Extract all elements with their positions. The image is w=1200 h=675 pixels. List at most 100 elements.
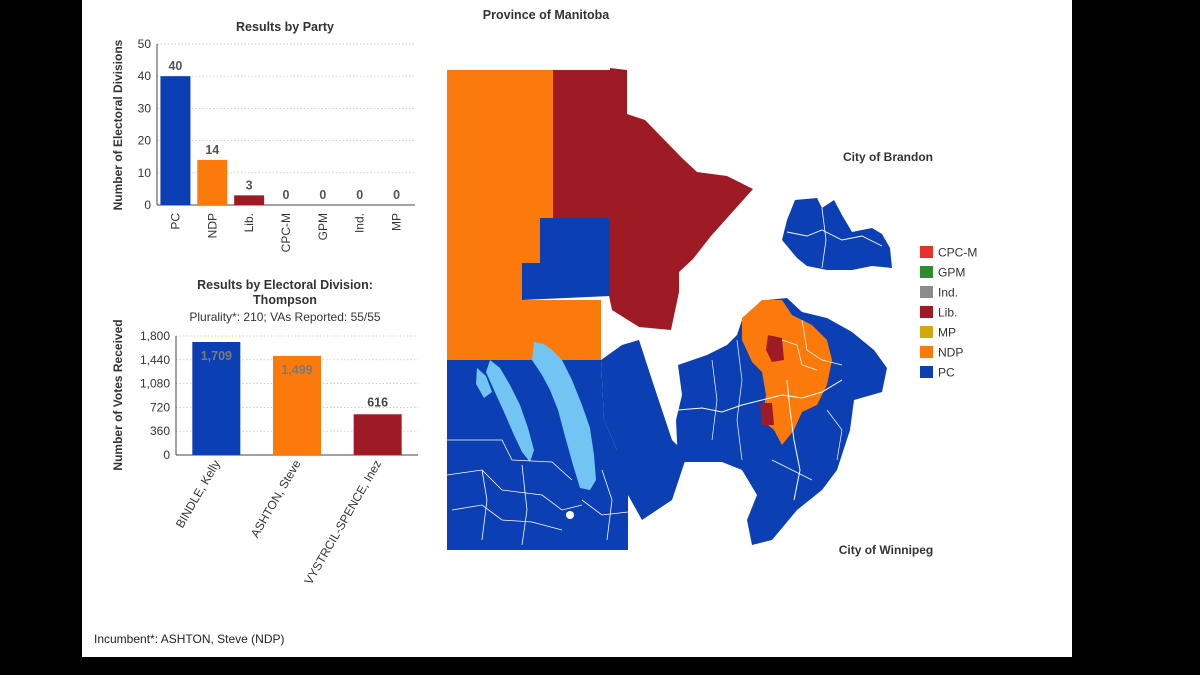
party-chart-data-label: 0 (356, 188, 363, 202)
lake-winnipeg (532, 342, 596, 490)
party-chart-yticks: 0 10 20 30 40 50 (138, 37, 152, 212)
division-chart-xtick-label: VYSTRCIL-SPENCE, Inez (301, 458, 384, 587)
division-chart-ytick-label: 360 (150, 424, 170, 438)
region-south (447, 360, 628, 550)
legend-label: NDP (938, 346, 963, 360)
results-figure: Results by Party Number of Electoral Div… (111, 8, 977, 587)
party-chart-xtick-label: GPM (316, 213, 330, 240)
party-chart-bars (160, 76, 265, 205)
division-chart-ytick-label: 720 (150, 400, 170, 414)
party-chart-ytick-label: 10 (138, 166, 152, 180)
party-chart-xtick-label: MP (390, 213, 404, 231)
division-chart-title: Results by Electoral Division: (197, 278, 373, 292)
winnipeg-river (786, 379, 801, 501)
brandon-boundary (821, 207, 827, 269)
legend-label: Ind. (938, 286, 958, 300)
party-chart-ytick-label: 30 (138, 101, 152, 115)
legend-label: Lib. (938, 306, 957, 320)
division-chart-bars (192, 342, 402, 455)
region-central-west (447, 300, 601, 360)
party-chart-ytick-label: 40 (138, 69, 152, 83)
map-title: Province of Manitoba (483, 8, 610, 22)
winnipeg-marker (566, 511, 574, 519)
party-chart-xtick-label: CPC-M (279, 213, 293, 252)
winnipeg-boundary (736, 339, 743, 461)
lake-winnipegosis (476, 368, 492, 398)
division-chart-data-labels: 1,709 1,499 616 (201, 349, 388, 409)
legend-swatch (920, 366, 933, 378)
winnipeg-boundary (781, 339, 818, 371)
division-chart-subtitle: Plurality*: 210; VAs Reported: 55/55 (189, 310, 381, 324)
party-chart-ylabel: Number of Electoral Divisions (111, 39, 125, 210)
party-chart-title: Results by Party (236, 20, 334, 34)
manitoba-map: Province of Manitoba (446, 8, 977, 557)
division-boundary (446, 469, 583, 511)
division-chart-xtick-label: ASHTON, Steve (248, 457, 304, 540)
party-chart-ytick-label: 0 (144, 198, 151, 212)
division-chart-ytick-label: 0 (163, 448, 170, 462)
party-chart-grid (156, 43, 415, 206)
legend-swatch (920, 346, 933, 358)
division-results-chart: Results by Electoral Division: Thompson … (111, 278, 418, 587)
winnipeg-boundary (801, 319, 843, 366)
division-boundary (451, 504, 563, 531)
division-chart-name: Thompson (253, 293, 317, 307)
party-chart-data-label: 0 (283, 188, 290, 202)
region-north-east (551, 68, 753, 330)
division-boundary (481, 469, 488, 541)
party-chart-xtick-label: Ind. (353, 213, 367, 233)
winnipeg-map (676, 298, 887, 545)
party-chart-bar-0 (160, 76, 191, 205)
division-chart-bar-1 (273, 355, 321, 455)
incumbent-footnote: Incumbent*: ASHTON, Steve (NDP) (94, 632, 285, 646)
party-chart-data-labels: 40 14 3 0 0 0 0 (168, 59, 400, 202)
party-chart-bar-1 (197, 159, 228, 205)
map-legend: CPC-M GPM Ind. Lib. MP NDP PC (920, 246, 977, 380)
party-chart-xtick-label: Lib. (242, 213, 256, 232)
legend-swatch (920, 266, 933, 278)
legend-swatch (920, 326, 933, 338)
party-results-chart: Results by Party Number of Electoral Div… (111, 20, 415, 252)
legend-swatch (920, 286, 933, 298)
legend-swatch (920, 246, 933, 258)
division-chart-yticks: 0 360 720 1,080 1,440 1,800 (140, 329, 170, 462)
division-chart-ytick-label: 1,440 (140, 353, 170, 367)
party-chart-data-label: 3 (246, 178, 253, 192)
winnipeg-label: City of Winnipeg (839, 543, 934, 557)
division-chart-data-label: 1,709 (201, 349, 232, 363)
party-chart-ytick-label: 20 (138, 134, 152, 148)
division-boundary (447, 439, 573, 481)
legend-label: MP (938, 326, 956, 340)
party-chart-ytick-label: 50 (138, 37, 152, 51)
winnipeg-lib-north (766, 335, 784, 362)
region-central-pc (522, 218, 610, 300)
division-chart-bar-0 (192, 342, 241, 455)
division-boundary (521, 464, 528, 546)
party-chart-data-label: 14 (205, 143, 219, 157)
division-chart-data-label: 616 (367, 395, 388, 409)
brandon-map (782, 198, 892, 270)
division-chart-ytick-label: 1,800 (140, 329, 170, 343)
legend-swatch (920, 306, 933, 318)
region-north-west (447, 70, 553, 302)
party-chart-bar-2 (234, 195, 265, 205)
party-chart-data-label: 0 (319, 188, 326, 202)
division-boundary (601, 469, 613, 541)
winnipeg-boundary (711, 359, 718, 441)
lake-manitoba (486, 360, 534, 462)
division-chart-bar-2 (353, 414, 402, 455)
party-chart-data-label: 40 (168, 59, 182, 73)
legend-label: PC (938, 366, 955, 380)
division-chart-ytick-label: 1,080 (140, 377, 170, 391)
division-chart-xticks: BINDLE, Kelly ASHTON, SteveVYSTRCIL-SPENC… (173, 457, 384, 587)
winnipeg-river (677, 379, 843, 413)
region-interlake (601, 340, 687, 520)
winnipeg-boundary (826, 409, 843, 461)
division-chart-data-label: 1,499 (281, 363, 312, 377)
legend-label: CPC-M (938, 246, 977, 260)
winnipeg-boundary (771, 459, 813, 481)
division-chart-ylabel: Number of Votes Received (111, 319, 125, 470)
party-chart-xticks: PC NDP Lib. CPC-M GPM Ind. MP (168, 213, 403, 253)
division-chart-xtick-label: BINDLE, Kelly (173, 458, 223, 531)
results-canvas: Results by Party Number of Electoral Div… (82, 0, 1072, 657)
